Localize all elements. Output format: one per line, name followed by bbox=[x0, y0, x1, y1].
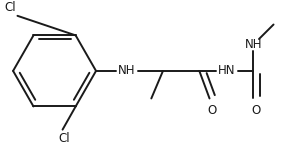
Text: HN: HN bbox=[218, 64, 236, 77]
Text: O: O bbox=[208, 104, 217, 117]
Text: Cl: Cl bbox=[4, 1, 16, 14]
Text: NH: NH bbox=[118, 64, 135, 77]
Text: O: O bbox=[251, 104, 261, 117]
Text: NH: NH bbox=[244, 38, 262, 51]
Text: Cl: Cl bbox=[58, 132, 70, 145]
